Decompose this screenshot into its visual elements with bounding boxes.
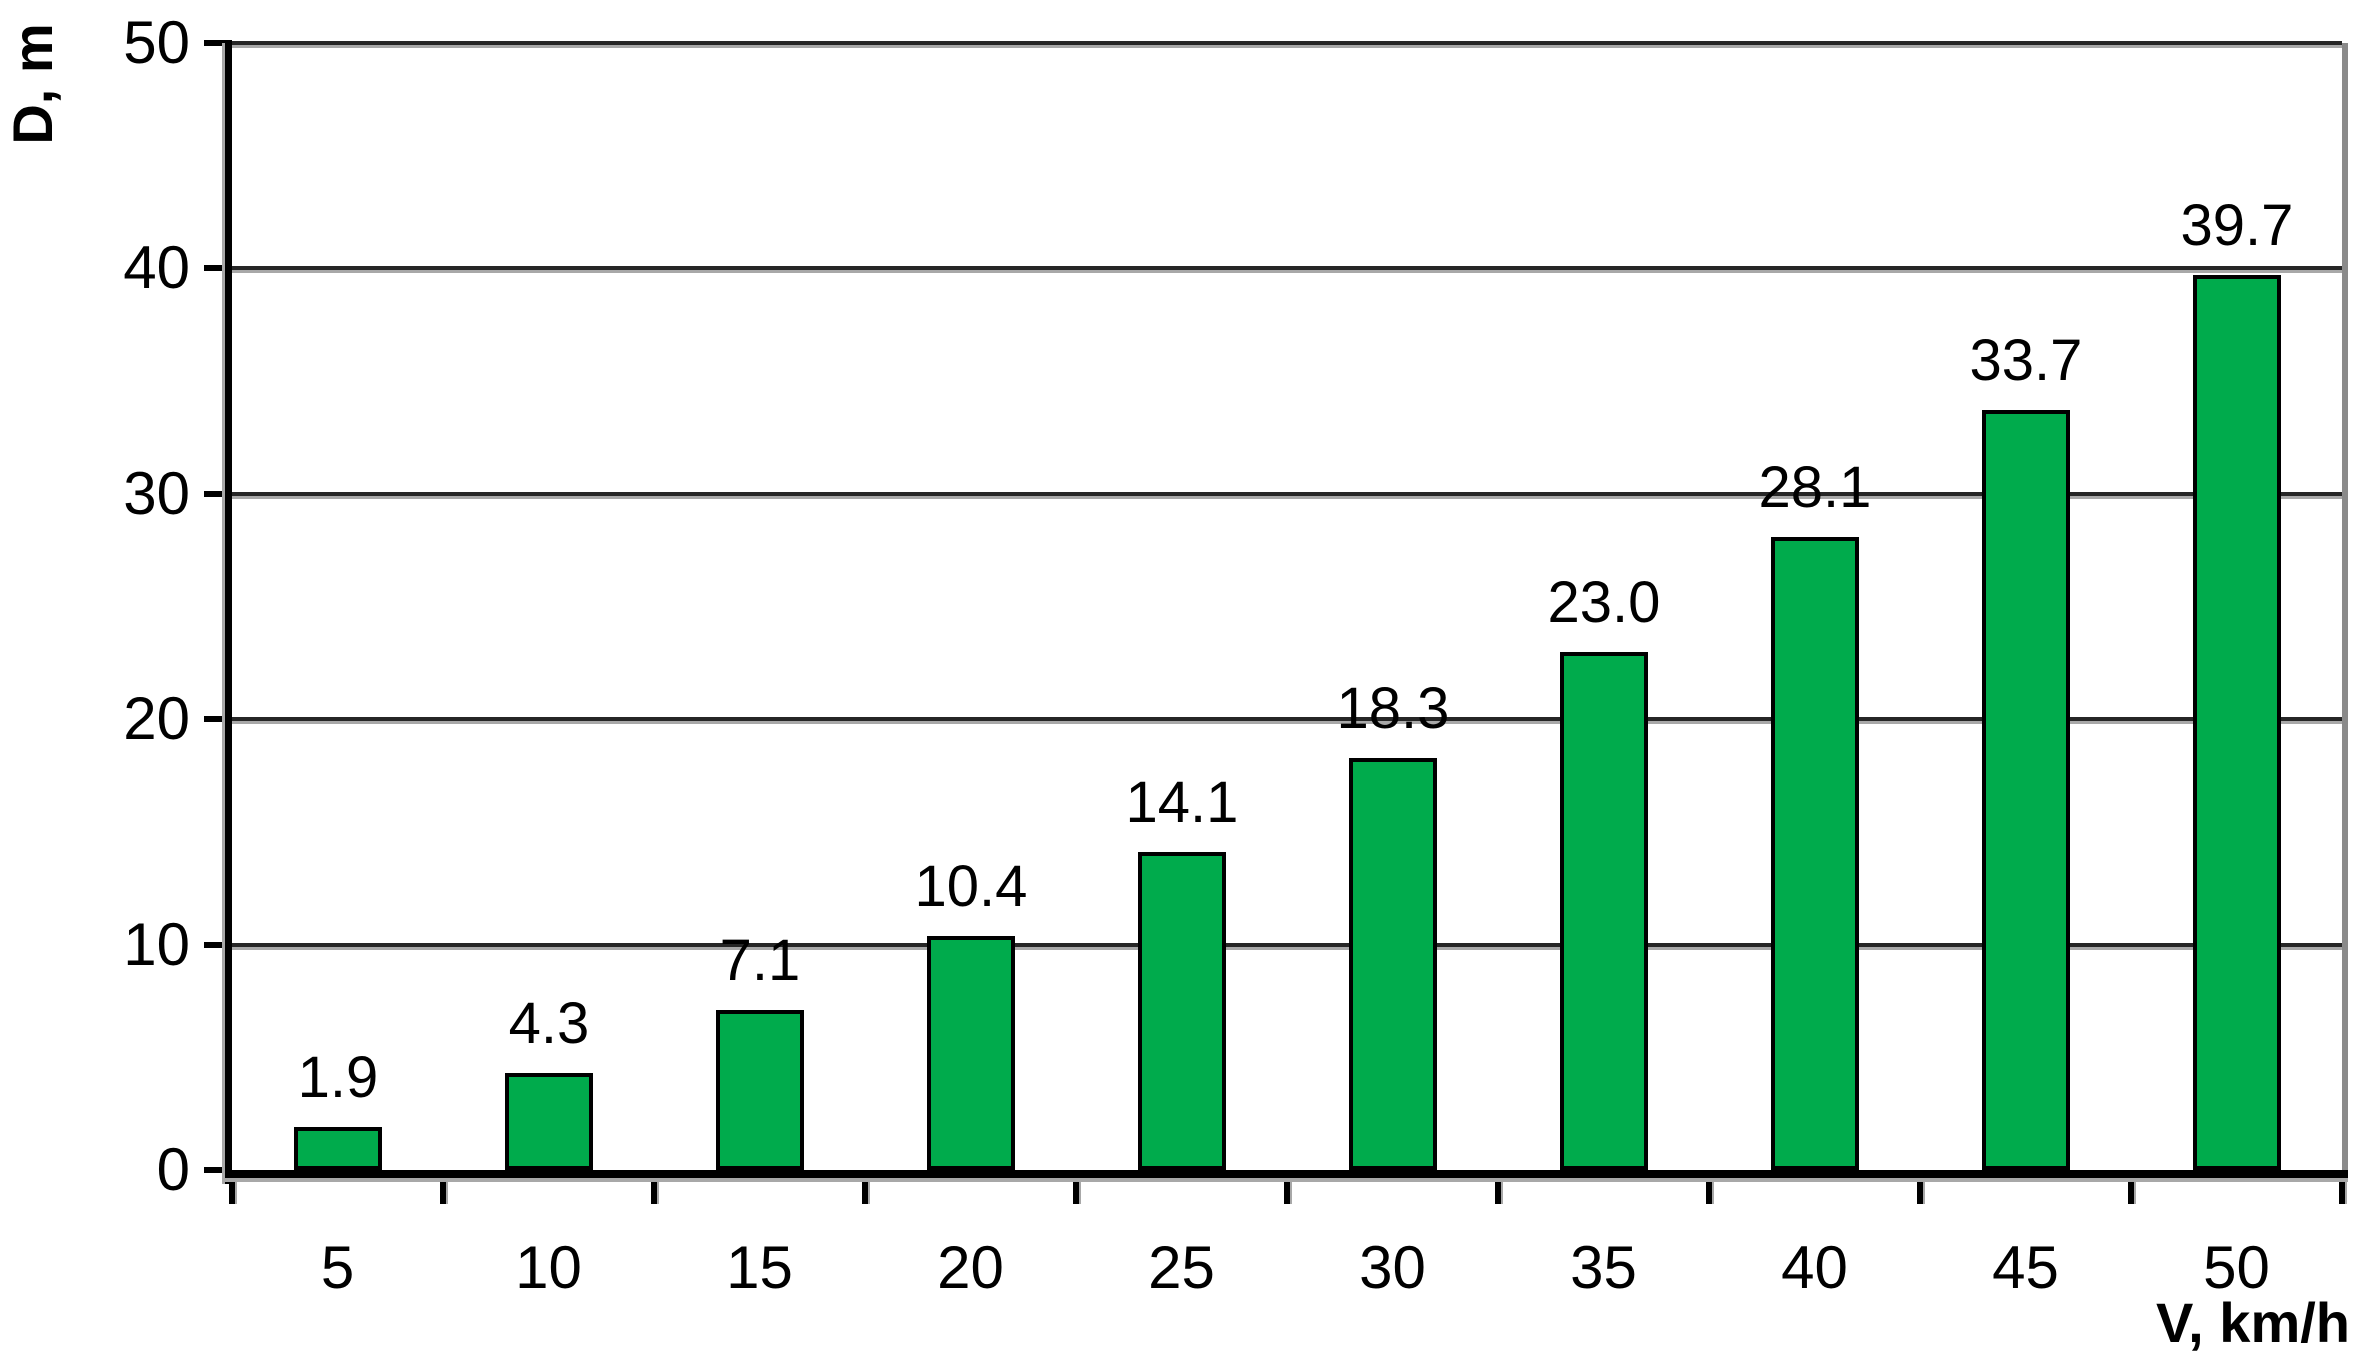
bar-value-label: 18.3	[1336, 676, 1450, 741]
bar	[1771, 537, 1859, 1170]
y-tick-label: 0	[156, 1136, 190, 1203]
bar	[1138, 852, 1226, 1170]
x-axis-tick	[229, 1178, 235, 1204]
x-tick-label: 45	[1992, 1234, 2059, 1301]
y-axis-tick	[204, 1167, 232, 1173]
plot-right-border	[2342, 43, 2348, 1178]
y-axis-tick	[204, 265, 232, 272]
y-tick-label: 50	[123, 9, 190, 76]
x-axis-tick	[1706, 1178, 1712, 1204]
bar-value-label: 23.0	[1547, 570, 1661, 635]
bar-value-label: 39.7	[2180, 193, 2294, 258]
x-axis-tick	[1284, 1178, 1290, 1204]
x-axis-tick	[2339, 1178, 2345, 1204]
x-tick-label: 15	[726, 1234, 793, 1301]
x-tick-label: 10	[515, 1234, 582, 1301]
x-axis-tick	[440, 1178, 446, 1204]
bar-value-label: 33.7	[1969, 328, 2083, 393]
gridline	[232, 41, 2342, 45]
bar	[716, 1010, 804, 1170]
y-axis-tick	[204, 716, 232, 723]
x-tick-label: 40	[1781, 1234, 1848, 1301]
gridline	[232, 491, 2342, 496]
bar-value-label: 14.1	[1125, 770, 1239, 835]
x-axis-tick	[1495, 1178, 1501, 1204]
gridline	[232, 266, 2342, 271]
bar	[1560, 652, 1648, 1170]
x-axis-tick	[1917, 1178, 1923, 1204]
y-axis-tick	[204, 941, 232, 948]
y-tick-label: 10	[123, 910, 190, 978]
gridline	[232, 717, 2342, 722]
bar-value-label: 7.1	[719, 928, 801, 993]
bar	[1349, 758, 1437, 1170]
bar	[294, 1127, 382, 1170]
gridline	[232, 942, 2342, 947]
y-tick-label: 30	[123, 459, 190, 527]
y-tick-label: 40	[123, 234, 190, 302]
bar-value-label: 10.4	[914, 854, 1028, 919]
x-axis-tick	[1073, 1178, 1079, 1204]
y-axis-tick	[204, 40, 232, 46]
x-axis-line	[225, 1170, 2348, 1178]
y-tick-label: 20	[123, 685, 190, 753]
x-tick-label: 35	[1570, 1234, 1637, 1301]
bar	[927, 936, 1015, 1170]
y-axis-line	[225, 43, 232, 1184]
x-tick-label: 50	[2203, 1234, 2270, 1301]
x-tick-label: 20	[937, 1234, 1004, 1301]
bar-value-label: 4.3	[508, 991, 590, 1056]
bar	[505, 1073, 593, 1170]
x-axis-tick	[862, 1178, 868, 1204]
x-axis-tick	[2128, 1178, 2134, 1204]
x-tick-label: 25	[1148, 1234, 1215, 1301]
x-axis-tick	[651, 1178, 657, 1204]
bar-value-label: 1.9	[297, 1045, 379, 1110]
x-axis-title: V, km/h	[2155, 1291, 2350, 1354]
bar-value-label: 28.1	[1758, 455, 1872, 520]
bar	[1982, 410, 2070, 1170]
x-tick-label: 30	[1359, 1234, 1426, 1301]
bar	[2193, 275, 2281, 1170]
y-axis-tick	[204, 490, 232, 497]
x-tick-label: 5	[320, 1234, 355, 1301]
